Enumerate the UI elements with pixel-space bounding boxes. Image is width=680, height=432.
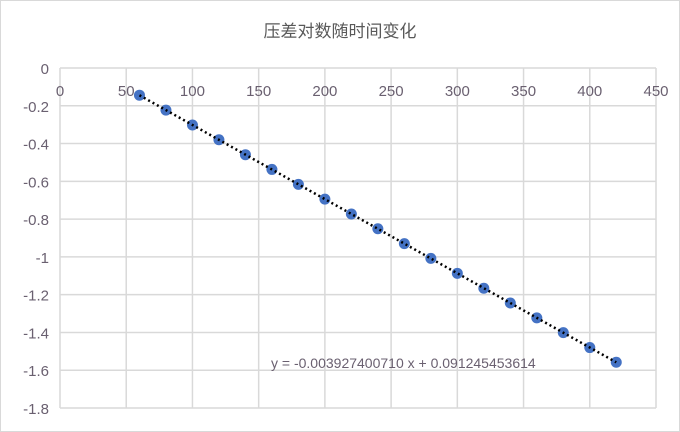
data-point bbox=[425, 252, 437, 264]
x-tick-label: 300 bbox=[445, 83, 470, 100]
y-tick-label: -0.8 bbox=[23, 212, 49, 229]
chart-title: 压差对数随时间变化 bbox=[263, 22, 417, 42]
y-tick-label: -1.2 bbox=[23, 288, 49, 305]
x-tick-label: 450 bbox=[643, 83, 668, 100]
x-tick-label: 50 bbox=[118, 83, 135, 100]
y-tick-label: -0.6 bbox=[23, 174, 49, 191]
x-tick-label: 150 bbox=[246, 83, 271, 100]
data-point bbox=[292, 178, 304, 190]
y-tick-label: -1 bbox=[36, 250, 49, 267]
data-point bbox=[372, 223, 384, 235]
y-tick-label: -0.4 bbox=[23, 137, 49, 154]
data-point bbox=[319, 193, 331, 205]
x-tick-label: 250 bbox=[379, 83, 404, 100]
x-tick-label: 400 bbox=[577, 83, 602, 100]
y-tick-label: -0.2 bbox=[23, 99, 49, 116]
x-tick-label: 100 bbox=[180, 83, 205, 100]
data-point bbox=[478, 282, 490, 294]
data-point bbox=[398, 238, 410, 250]
trendline bbox=[138, 94, 617, 364]
y-tick-label: -1.4 bbox=[23, 325, 49, 342]
x-tick-label: 200 bbox=[312, 83, 337, 100]
y-tick-label: 0 bbox=[41, 61, 49, 78]
y-tick-label: -1.6 bbox=[23, 363, 49, 380]
x-tick-label: 350 bbox=[511, 83, 536, 100]
x-tick-label: 0 bbox=[56, 83, 64, 100]
data-point bbox=[345, 208, 357, 220]
data-point bbox=[133, 89, 145, 101]
trendline-equation: y = -0.003927400710 x + 0.091245453614 bbox=[271, 355, 536, 371]
data-point bbox=[451, 267, 463, 279]
y-tick-label: -1.8 bbox=[23, 401, 49, 418]
